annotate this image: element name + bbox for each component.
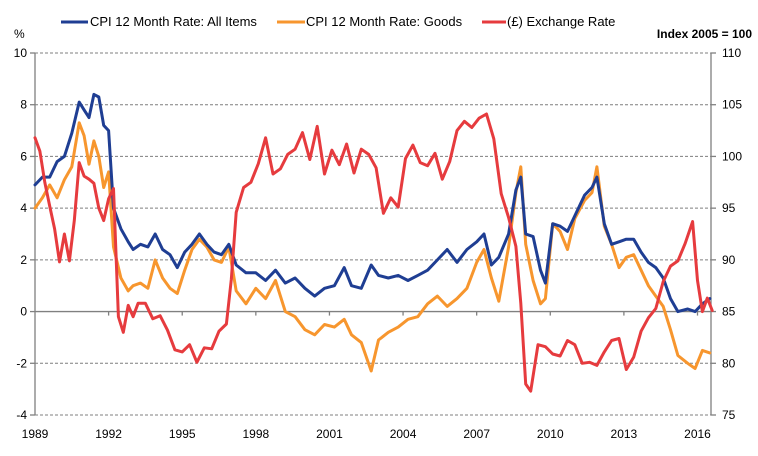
x-tick-label: 2007 xyxy=(463,427,490,441)
legend-item-exchange-rate[interactable]: (£) Exchange Rate xyxy=(482,14,615,29)
left-tick-label: 2 xyxy=(20,253,27,267)
x-tick-label: 2004 xyxy=(390,427,417,441)
x-axis-ticks: 1989 1992 1995 1998 2001 2004 2007 2010 2013 2016 xyxy=(22,311,711,441)
left-axis-unit-label: % xyxy=(14,27,25,41)
left-tick-label: -2 xyxy=(16,356,27,370)
right-tick-label: 110 xyxy=(722,46,741,60)
right-axis-ticks: 110 105 100 95 90 85 80 75 xyxy=(711,46,742,422)
right-tick-label: 95 xyxy=(722,201,736,215)
left-tick-label: 10 xyxy=(14,46,28,60)
x-tick-label: 2001 xyxy=(316,427,343,441)
left-tick-label: 6 xyxy=(20,149,27,163)
legend-label-goods: CPI 12 Month Rate: Goods xyxy=(306,14,463,29)
axes xyxy=(34,53,712,415)
x-tick-label: 1992 xyxy=(95,427,122,441)
right-axis-unit-label: Index 2005 = 100 xyxy=(657,27,752,41)
series-lines xyxy=(33,92,714,393)
legend-item-goods[interactable]: CPI 12 Month Rate: Goods xyxy=(277,14,463,29)
left-tick-label: 8 xyxy=(20,98,27,112)
x-tick-label: 1989 xyxy=(22,427,49,441)
x-tick-label: 2016 xyxy=(684,427,711,441)
right-tick-label: 75 xyxy=(722,408,736,422)
left-axis-ticks: 10 8 6 4 2 0 -2 -4 xyxy=(14,46,35,422)
x-tick-label: 2013 xyxy=(611,427,638,441)
right-tick-label: 100 xyxy=(722,149,742,163)
left-tick-label: 4 xyxy=(20,201,27,215)
legend-label-all-items: CPI 12 Month Rate: All Items xyxy=(90,14,257,29)
legend: CPI 12 Month Rate: All Items CPI 12 Mont… xyxy=(61,14,615,29)
right-tick-label: 85 xyxy=(722,305,736,319)
x-tick-label: 1995 xyxy=(169,427,196,441)
right-tick-label: 105 xyxy=(722,98,742,112)
x-tick-label: 1998 xyxy=(242,427,269,441)
series-line-all-items xyxy=(33,92,712,314)
right-tick-label: 80 xyxy=(722,356,736,370)
left-tick-label: 0 xyxy=(20,305,27,319)
gridlines xyxy=(35,52,711,416)
series-line-exchange-rate xyxy=(33,112,714,393)
left-tick-label: -4 xyxy=(16,408,27,422)
legend-label-exchange-rate: (£) Exchange Rate xyxy=(507,14,615,29)
x-tick-label: 2010 xyxy=(537,427,564,441)
legend-item-all-items[interactable]: CPI 12 Month Rate: All Items xyxy=(61,14,257,29)
right-tick-label: 90 xyxy=(722,253,736,267)
